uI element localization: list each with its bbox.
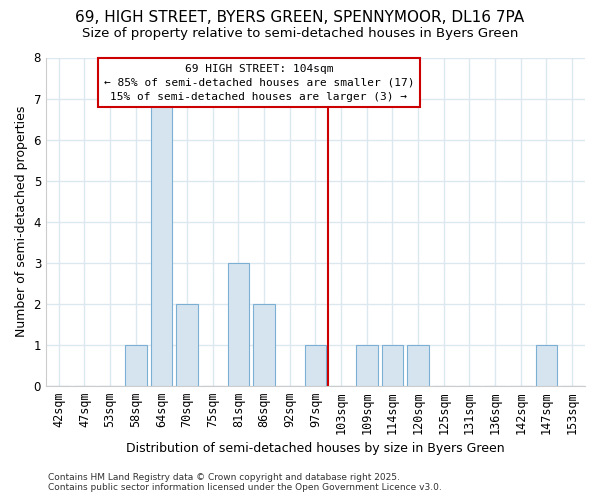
Bar [536, 345, 557, 386]
Text: 69 HIGH STREET: 104sqm
← 85% of semi-detached houses are smaller (17)
15% of sem: 69 HIGH STREET: 104sqm ← 85% of semi-det… [104, 64, 414, 102]
Bar [356, 345, 378, 386]
Text: Contains HM Land Registry data © Crown copyright and database right 2025.
Contai: Contains HM Land Registry data © Crown c… [48, 473, 442, 492]
Text: Size of property relative to semi-detached houses in Byers Green: Size of property relative to semi-detach… [82, 28, 518, 40]
Text: 69, HIGH STREET, BYERS GREEN, SPENNYMOOR, DL16 7PA: 69, HIGH STREET, BYERS GREEN, SPENNYMOOR… [76, 10, 524, 25]
Y-axis label: Number of semi-detached properties: Number of semi-detached properties [15, 106, 28, 338]
Bar [382, 345, 403, 386]
Bar [253, 304, 275, 386]
Bar [176, 304, 198, 386]
Bar [125, 345, 146, 386]
Bar [407, 345, 429, 386]
Bar [305, 345, 326, 386]
Bar [227, 263, 250, 386]
Bar [151, 98, 172, 386]
X-axis label: Distribution of semi-detached houses by size in Byers Green: Distribution of semi-detached houses by … [126, 442, 505, 455]
